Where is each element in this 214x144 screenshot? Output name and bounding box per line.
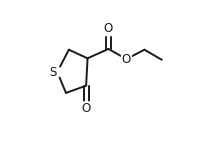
Text: O: O [104,22,113,35]
Text: O: O [82,102,91,115]
Text: O: O [122,53,131,66]
Text: S: S [49,66,56,78]
